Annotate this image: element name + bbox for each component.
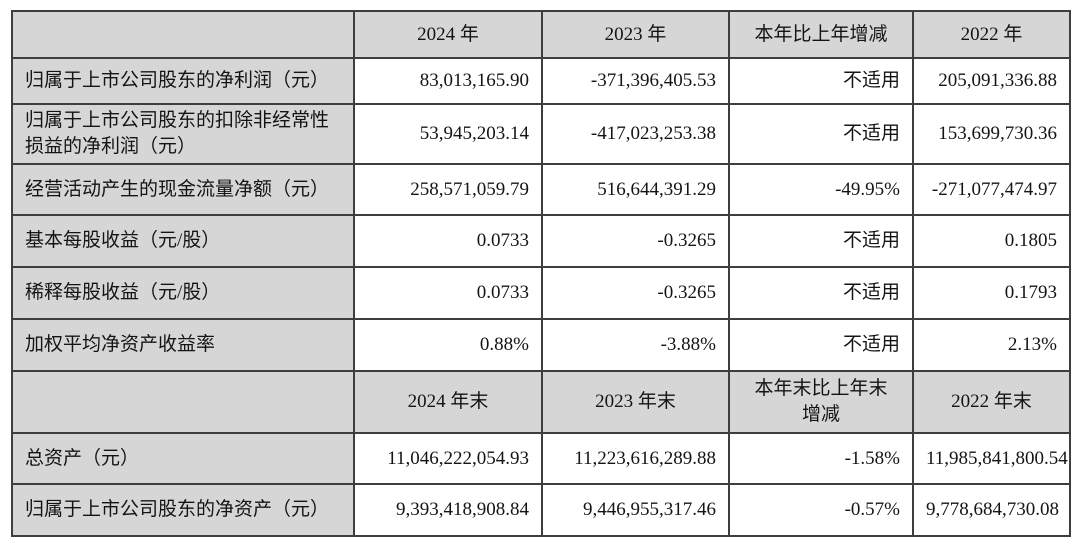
table-row: 加权平均净资产收益率 0.88% -3.88% 不适用 2.13% — [11, 318, 1071, 372]
value-cell: 不适用 — [728, 318, 914, 372]
col-header-2024-eoy: 2024 年末 — [353, 370, 543, 434]
value-cell: 0.88% — [353, 318, 543, 372]
value-cell: 2.13% — [912, 318, 1071, 372]
value-cell: 83,013,165.90 — [353, 57, 543, 105]
corner-empty-cell — [11, 370, 355, 434]
table-row: 基本每股收益（元/股） 0.0733 -0.3265 不适用 0.1805 — [11, 214, 1071, 268]
value-cell: -49.95% — [728, 163, 914, 216]
value-cell: -417,023,253.38 — [541, 103, 730, 165]
value-cell: 9,446,955,317.46 — [541, 483, 730, 537]
value-cell: 不适用 — [728, 214, 914, 268]
table-row: 稀释每股收益（元/股） 0.0733 -0.3265 不适用 0.1793 — [11, 266, 1071, 320]
row-label-deducted-net-profit: 归属于上市公司股东的扣除非经常性 损益的净利润（元） — [11, 103, 355, 165]
col-header-2022-eoy: 2022 年末 — [912, 370, 1071, 434]
value-cell: 不适用 — [728, 103, 914, 165]
value-cell: 53,945,203.14 — [353, 103, 543, 165]
row-label-basic-eps: 基本每股收益（元/股） — [11, 214, 355, 268]
col-header-2022: 2022 年 — [912, 10, 1071, 59]
value-cell: 不适用 — [728, 266, 914, 320]
value-cell: -1.58% — [728, 432, 914, 485]
financial-summary-table: 2024 年 2023 年 本年比上年增减 2022 年 归属于上市公司股东的净… — [11, 10, 1071, 537]
col-header-eoy-change: 本年末比上年末 增减 — [728, 370, 914, 434]
value-cell: 0.0733 — [353, 214, 543, 268]
value-cell: 9,393,418,908.84 — [353, 483, 543, 537]
row-label-diluted-eps: 稀释每股收益（元/股） — [11, 266, 355, 320]
table-header-row-eoy: 2024 年末 2023 年末 本年末比上年末 增减 2022 年末 — [11, 370, 1071, 434]
value-cell: -271,077,474.97 — [912, 163, 1071, 216]
col-header-2024: 2024 年 — [353, 10, 543, 59]
table-row: 经营活动产生的现金流量净额（元） 258,571,059.79 516,644,… — [11, 163, 1071, 216]
col-header-yoy-change: 本年比上年增减 — [728, 10, 914, 59]
value-cell: -0.57% — [728, 483, 914, 537]
value-cell: -371,396,405.53 — [541, 57, 730, 105]
corner-empty-cell — [11, 10, 355, 59]
col-header-2023: 2023 年 — [541, 10, 730, 59]
table-row: 归属于上市公司股东的扣除非经常性 损益的净利润（元） 53,945,203.14… — [11, 103, 1071, 165]
row-label-operating-cash-flow: 经营活动产生的现金流量净额（元） — [11, 163, 355, 216]
value-cell: 11,223,616,289.88 — [541, 432, 730, 485]
value-cell: 205,091,336.88 — [912, 57, 1071, 105]
value-cell: 0.1793 — [912, 266, 1071, 320]
col-header-2023-eoy: 2023 年末 — [541, 370, 730, 434]
value-cell: 258,571,059.79 — [353, 163, 543, 216]
value-cell: -3.88% — [541, 318, 730, 372]
row-label-weighted-avg-roe: 加权平均净资产收益率 — [11, 318, 355, 372]
value-cell: 0.1805 — [912, 214, 1071, 268]
value-cell: 11,985,841,800.54 — [912, 432, 1071, 485]
table-row: 归属于上市公司股东的净资产（元） 9,393,418,908.84 9,446,… — [11, 483, 1071, 537]
table-row: 归属于上市公司股东的净利润（元） 83,013,165.90 -371,396,… — [11, 57, 1071, 105]
value-cell: -0.3265 — [541, 214, 730, 268]
table-row: 总资产（元） 11,046,222,054.93 11,223,616,289.… — [11, 432, 1071, 485]
row-label-net-profit: 归属于上市公司股东的净利润（元） — [11, 57, 355, 105]
row-label-total-assets: 总资产（元） — [11, 432, 355, 485]
row-label-net-assets: 归属于上市公司股东的净资产（元） — [11, 483, 355, 537]
value-cell: 153,699,730.36 — [912, 103, 1071, 165]
value-cell: 11,046,222,054.93 — [353, 432, 543, 485]
value-cell: 0.0733 — [353, 266, 543, 320]
table-header-row-annual: 2024 年 2023 年 本年比上年增减 2022 年 — [11, 10, 1071, 59]
value-cell: 9,778,684,730.08 — [912, 483, 1071, 537]
value-cell: 不适用 — [728, 57, 914, 105]
value-cell: -0.3265 — [541, 266, 730, 320]
value-cell: 516,644,391.29 — [541, 163, 730, 216]
